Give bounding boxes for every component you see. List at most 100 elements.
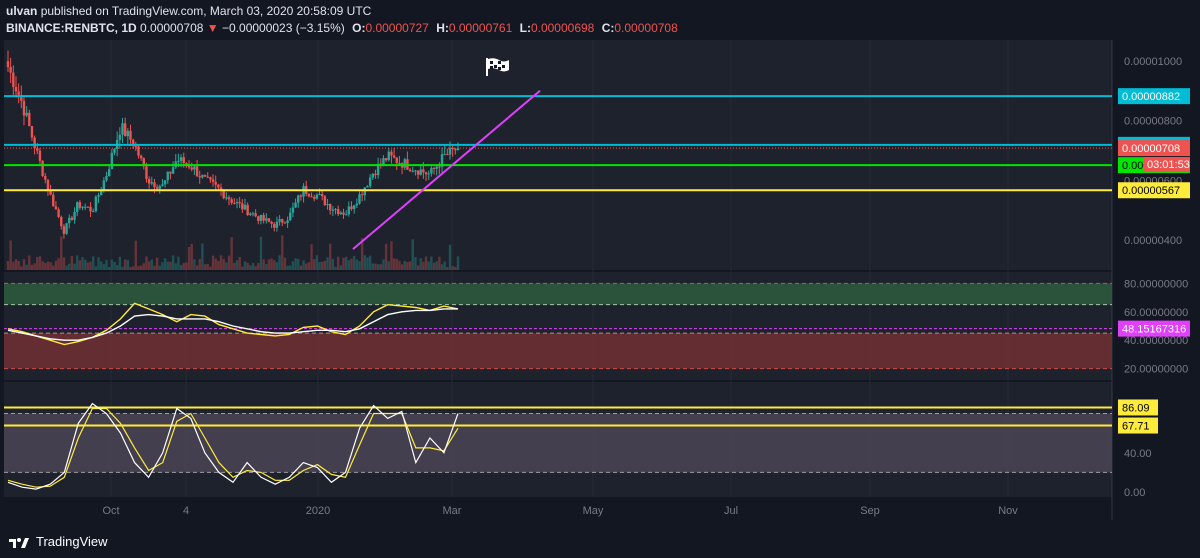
candle-body <box>81 206 84 208</box>
candle-body <box>12 72 15 87</box>
volume-bar <box>211 255 215 270</box>
candle-body <box>398 163 401 165</box>
candle-body <box>209 177 212 180</box>
candle-body <box>166 171 169 181</box>
volume-bar <box>265 264 268 270</box>
candle-body <box>411 170 414 172</box>
candle-body <box>57 209 60 217</box>
candle-body <box>451 147 454 150</box>
close-label: C: <box>601 21 615 35</box>
candle-body <box>222 190 225 199</box>
volume-bar <box>115 264 119 270</box>
volume-bar <box>411 239 414 270</box>
open-value: 0.00000727 <box>365 21 429 35</box>
candle-body <box>94 196 98 212</box>
volume-bar <box>235 260 239 270</box>
candle-body <box>182 157 185 164</box>
flag-check <box>494 65 497 68</box>
candle-body <box>171 167 175 174</box>
volume-bar <box>198 259 201 270</box>
volume-bar <box>17 260 20 270</box>
candle-body <box>342 212 345 215</box>
volume-series <box>6 235 460 270</box>
candle-body <box>339 212 343 215</box>
candle-body <box>424 172 428 175</box>
last-price-label: 0.00000708 <box>1122 143 1180 155</box>
tradingview-logo[interactable]: TradingView <box>8 534 108 549</box>
candle-body <box>193 166 196 170</box>
volume-bar <box>238 256 241 270</box>
stoch-k-line <box>7 402 459 490</box>
candle-body <box>299 195 303 197</box>
candle-body <box>60 216 63 227</box>
symbol-label[interactable]: BINANCE:RENBTC, 1D <box>6 21 137 35</box>
countdown-label: 03:01:53 <box>1147 159 1190 171</box>
volume-bar <box>363 255 367 270</box>
candle-body <box>44 175 47 180</box>
tradingview-logo-text: TradingView <box>36 534 108 549</box>
candle-body <box>158 186 161 189</box>
candle-body <box>265 218 268 221</box>
candle-body <box>456 148 460 151</box>
candle-body <box>97 195 100 197</box>
candle-body <box>355 203 359 206</box>
time-axis-tick-label: Jul <box>724 505 738 517</box>
candle-body <box>435 166 438 169</box>
volume-bar <box>94 266 98 270</box>
volume-bar <box>171 255 175 270</box>
volume-bar <box>190 244 193 270</box>
candle-body <box>147 178 151 184</box>
candle-body <box>41 160 44 176</box>
volume-bar <box>299 265 303 270</box>
rsi-axis-tick-label: 40.00000000 <box>1124 335 1188 347</box>
candle-body <box>440 154 444 167</box>
candle-body <box>131 139 135 147</box>
author-name[interactable]: ulvan <box>6 4 38 18</box>
candle-body <box>17 91 20 95</box>
candle-body <box>25 112 28 116</box>
volume-bar <box>52 265 55 270</box>
volume-bar <box>408 261 412 270</box>
candle-body <box>6 61 10 68</box>
volume-bar <box>206 263 209 270</box>
candle-body <box>46 179 50 191</box>
time-axis-tick-label: 2020 <box>306 505 330 517</box>
volume-bar <box>297 258 300 270</box>
volume-bar <box>227 255 231 270</box>
volume-bar <box>392 258 396 270</box>
volume-bar <box>318 261 321 270</box>
candle-body <box>278 219 281 222</box>
candle-body <box>206 176 209 178</box>
volume-bar <box>121 266 124 270</box>
candle-body <box>198 176 201 178</box>
candle-body <box>235 202 239 204</box>
candle-body <box>89 206 92 212</box>
volume-bar <box>270 258 273 270</box>
candle-body <box>427 173 430 175</box>
candle-body <box>62 226 66 234</box>
publish-text: published on TradingView.com, March 03, … <box>40 4 372 18</box>
candle-body <box>254 213 257 217</box>
volume-bar <box>289 265 292 270</box>
rsi-overbought-zone <box>4 283 1112 305</box>
last-price-badge <box>1118 140 1190 157</box>
volume-bar <box>440 264 444 270</box>
candle-body <box>219 187 223 191</box>
price-axis-tick-label: 0.00001000 <box>1124 56 1182 68</box>
candle-body <box>387 151 390 161</box>
volume-bar <box>267 259 271 270</box>
volume-bar <box>368 255 372 270</box>
volume-bar <box>360 238 364 270</box>
candle-body <box>22 100 26 116</box>
candle-body <box>331 209 335 211</box>
candle-body <box>121 123 124 135</box>
rsi-oversold-zone <box>4 333 1112 369</box>
price-axis-tick-label: 0.00000800 <box>1124 116 1182 128</box>
volume-bar <box>14 259 18 270</box>
candle-body <box>84 206 87 208</box>
candle-body <box>86 206 90 208</box>
stoch-level-label: 86.09 <box>1122 402 1150 414</box>
volume-bar <box>41 261 44 270</box>
candle-body <box>227 197 231 200</box>
